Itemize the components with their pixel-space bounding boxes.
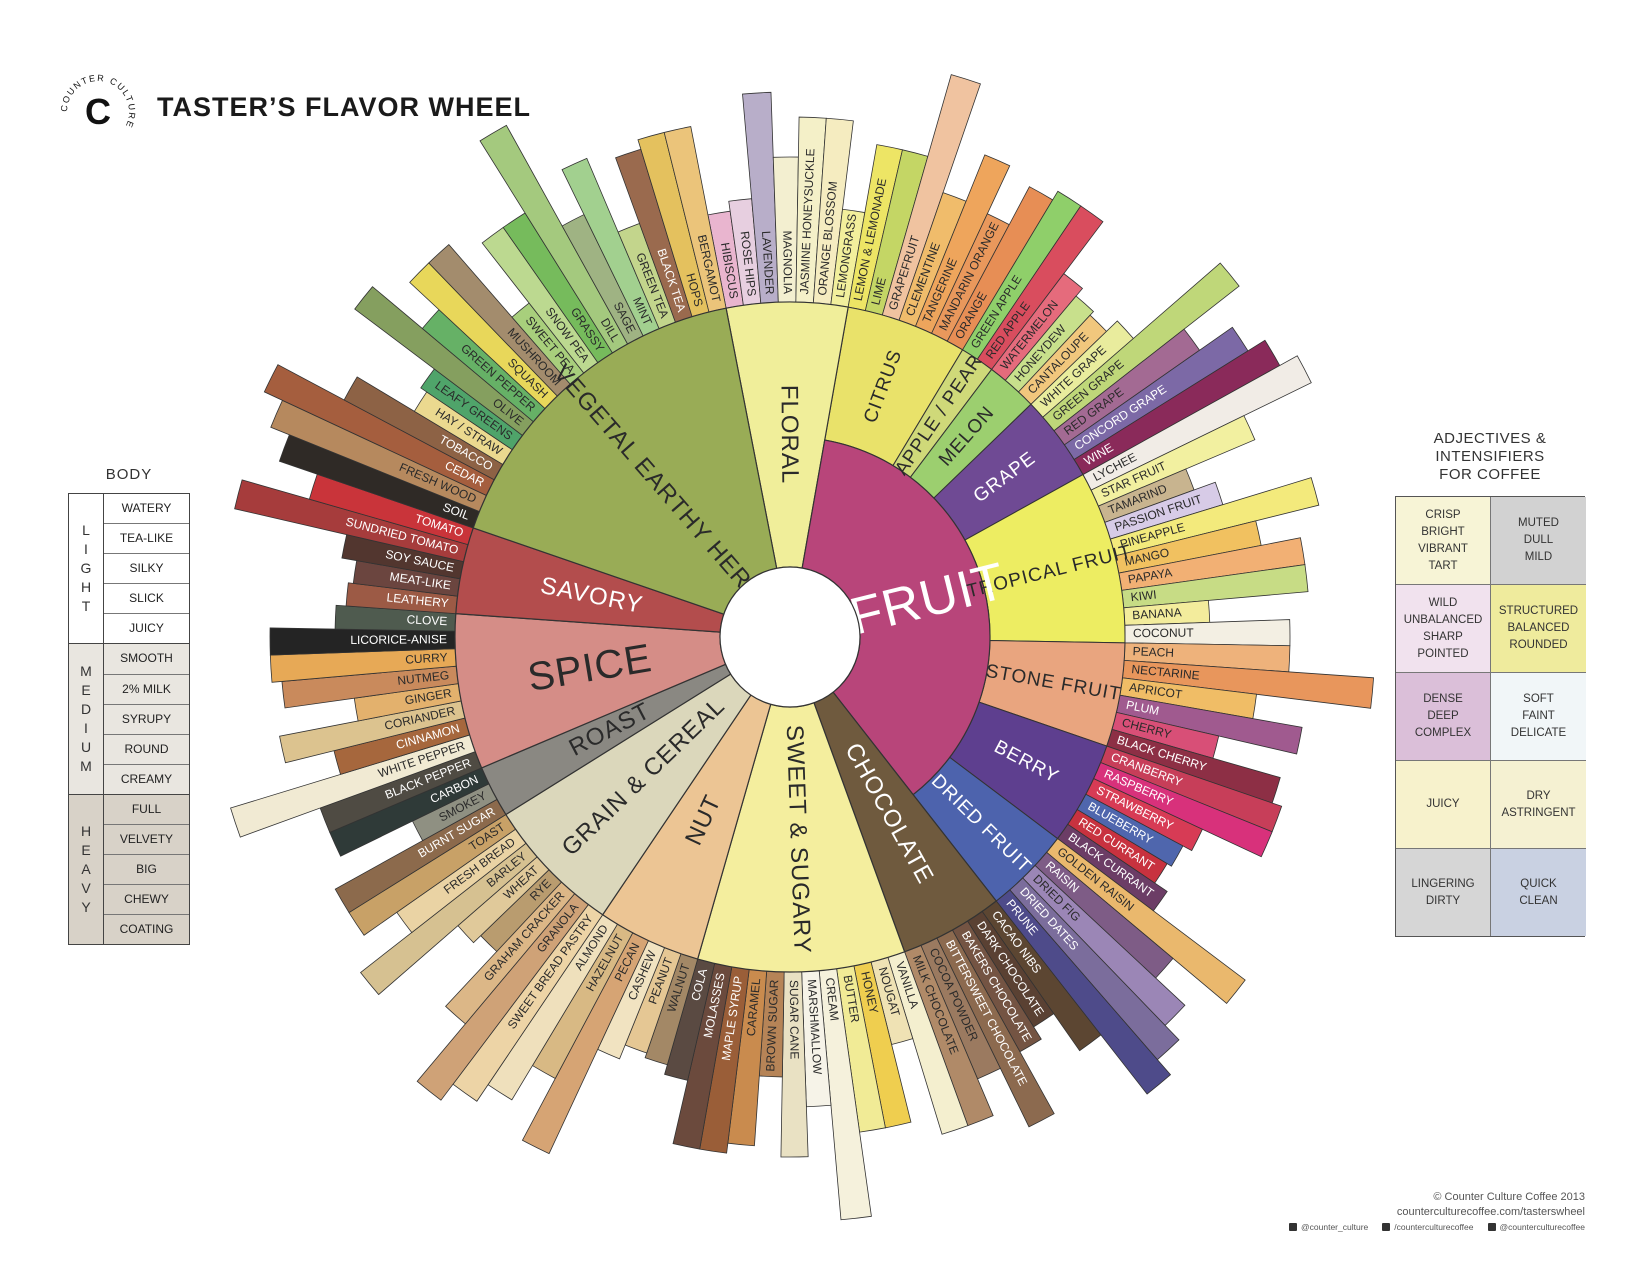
flavor-label: CLOVE <box>406 612 447 628</box>
body-item: SYRUPY <box>104 704 189 735</box>
website-url[interactable]: counterculturecoffee.com/tasterswheel <box>1396 1206 1585 1218</box>
body-item: FULL <box>104 794 189 826</box>
flavor-label: MAGNOLIA <box>780 231 795 294</box>
logo-letter: C <box>85 91 111 132</box>
page-title: TASTER’S FLAVOR WHEEL <box>157 92 531 122</box>
body-item: VELVETY <box>104 825 189 856</box>
adjective-cell: WILD UNBALANCED SHARP POINTED <box>1396 585 1491 673</box>
flavor-label: LICORICE-ANISE <box>350 632 447 647</box>
body-table: L I G H T WATERY TEA-LIKE SILKY SLICK JUICY M E D I U M… <box>68 493 190 946</box>
flavor-label: PEACH <box>1132 644 1174 660</box>
flavor-label: LIME <box>868 276 889 307</box>
flavor-label: BROWN SUGAR <box>763 979 781 1072</box>
flavor-label: CARAMEL <box>744 977 764 1036</box>
adjective-cell: CRISP BRIGHT VIBRANT TART <box>1396 497 1491 585</box>
wheel-center <box>719 566 861 708</box>
adjective-cell: JUICY <box>1396 761 1491 849</box>
body-item: SILKY <box>104 554 189 585</box>
adjective-cell: DENSE DEEP COMPLEX <box>1396 673 1491 761</box>
adjectives-grid: CRISP BRIGHT VIBRANT TART MUTED DULL MILD… <box>1395 496 1586 937</box>
credits: © Counter Culture Coffee 2013 countercul… <box>1397 1190 1585 1220</box>
flavor-label: LAVENDER <box>759 230 777 295</box>
body-item: 2% MILK <box>104 674 189 705</box>
body-item: ROUND <box>104 734 189 765</box>
flavor-label: NUTMEG <box>397 668 450 688</box>
flavor-label: JASMINE HONEYSUCKLE <box>797 148 817 295</box>
flavor-label: MARSHMALLOW <box>805 979 825 1076</box>
body-item: BIG <box>104 855 189 886</box>
body-scale: BODY L I G H T WATERY TEA-LIKE SILKY SLICK JUICY M… <box>68 466 190 946</box>
flavor-label: LEATHERY <box>386 590 449 610</box>
adjective-cell: QUICK CLEAN <box>1491 849 1586 936</box>
body-title: BODY <box>105 466 153 483</box>
body-item: SMOOTH <box>104 644 189 675</box>
body-group-light: L I G H T WATERY TEA-LIKE SILKY SLICK JUICY <box>69 494 189 645</box>
adjective-cell: MUTED DULL MILD <box>1491 497 1586 585</box>
flavor-label: PLUM <box>1125 698 1160 718</box>
body-item: CREAMY <box>104 764 189 794</box>
flavor-label: KIWI <box>1130 587 1157 604</box>
adjective-cell: SOFT FAINT DELICATE <box>1491 673 1586 761</box>
adjective-cell: STRUCTURED BALANCED ROUNDED <box>1491 585 1586 673</box>
flavor-label: SUGAR CANE <box>787 980 802 1059</box>
flavor-label: CURRY <box>405 650 448 667</box>
twitter-icon <box>1289 1223 1298 1231</box>
instagram-icon <box>1487 1223 1496 1231</box>
adjective-cell: DRY ASTRINGENT <box>1491 761 1586 849</box>
adjective-cell: LINGERING DIRTY <box>1396 849 1491 936</box>
facebook-link[interactable]: /counterculturecoffee <box>1382 1222 1474 1232</box>
twitter-link[interactable]: @counter_culture <box>1289 1222 1368 1232</box>
adjectives-title: ADJECTIVES & INTENSIFIERS FOR COFFEE <box>1433 430 1547 483</box>
flavor-label: NECTARINE <box>1131 662 1200 682</box>
social-links: @counter_culture /counterculturecoffee @… <box>1289 1222 1585 1232</box>
category-label: FLORAL <box>775 385 803 485</box>
copyright-text: © Counter Culture Coffee 2013 <box>1433 1191 1585 1203</box>
body-group-medium: M E D I U M SMOOTH 2% MILK SYRUPY ROUND CREAMY <box>69 644 189 795</box>
instagram-link[interactable]: @counterculturecoffee <box>1487 1222 1585 1232</box>
body-item: TEA-LIKE <box>104 524 189 555</box>
adjectives-panel: ADJECTIVES & INTENSIFIERS FOR COFFEE CRI… <box>1395 430 1586 937</box>
flavor-label: CREAM <box>823 977 842 1022</box>
body-item: WATERY <box>104 494 189 525</box>
facebook-icon <box>1382 1223 1391 1231</box>
body-group-heavy: H E A V Y FULL VELVETY BIG CHEWY COATING <box>69 794 189 945</box>
body-item: SLICK <box>104 584 189 615</box>
body-item: COATING <box>104 915 189 945</box>
body-item: JUICY <box>104 614 189 644</box>
flavor-label: COCONUT <box>1133 626 1194 641</box>
flavor-label: BANANA <box>1132 605 1182 622</box>
counter-culture-logo: COUNTER CULTURE C <box>59 73 136 132</box>
body-item: CHEWY <box>104 885 189 916</box>
